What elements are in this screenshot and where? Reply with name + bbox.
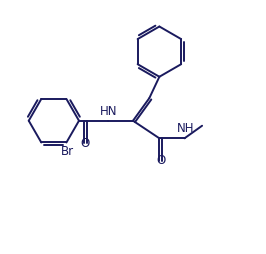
Text: NH: NH — [177, 122, 194, 135]
Text: Br: Br — [61, 145, 74, 158]
Text: HN: HN — [100, 105, 118, 118]
Text: O: O — [156, 154, 166, 167]
Text: O: O — [80, 137, 89, 150]
